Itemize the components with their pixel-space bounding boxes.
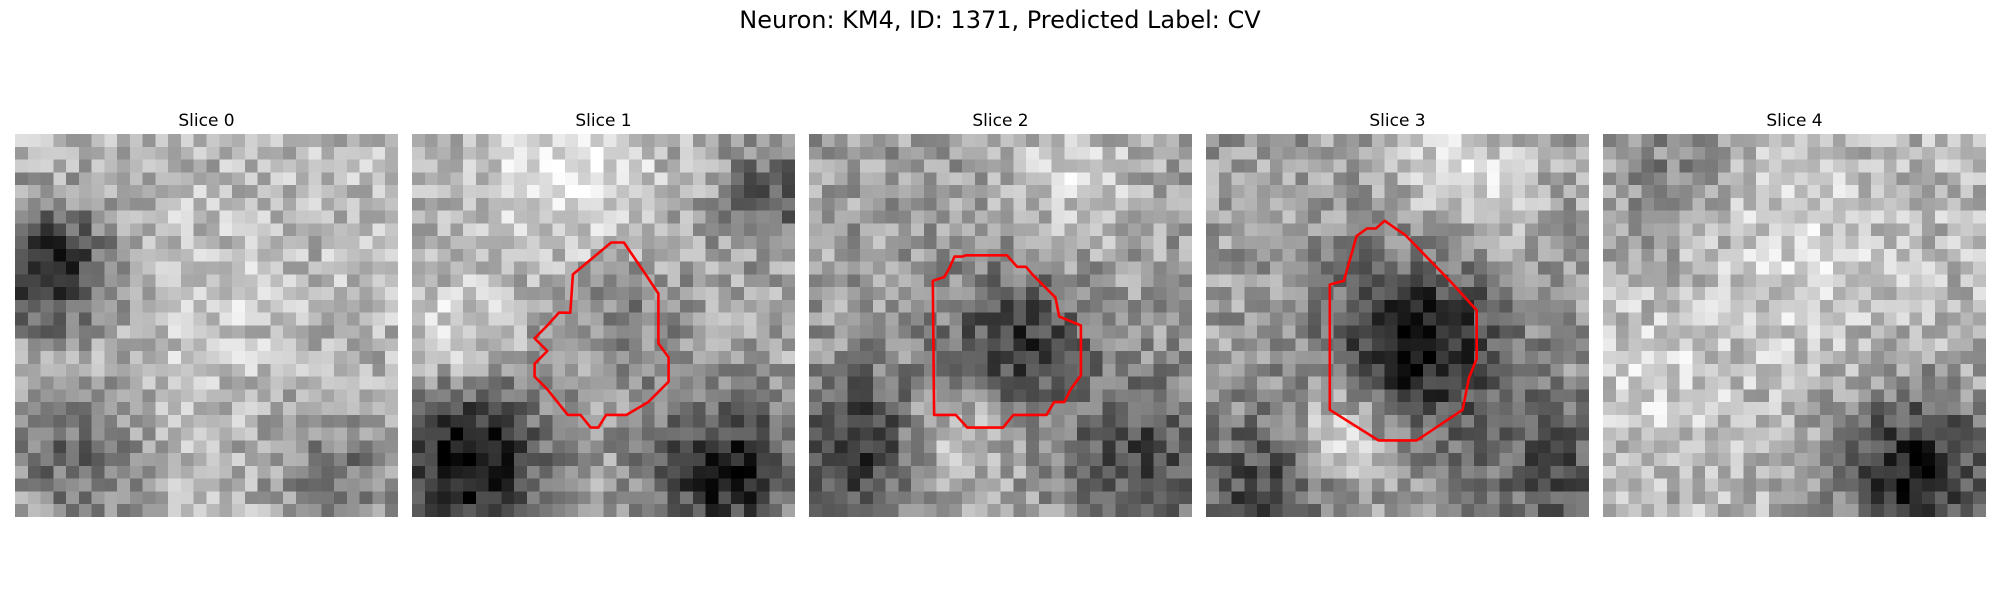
slice-panel-3: Slice 3 [1206,108,1589,517]
slice-panel-0: Slice 0 [15,108,398,517]
slice-title: Slice 3 [1369,111,1426,131]
slice-title: Slice 0 [178,111,235,131]
roi-outline [931,254,1083,429]
slice-title: Slice 4 [1766,111,1823,131]
roi-outline [533,241,670,429]
slice-panel-1: Slice 1 [412,108,795,517]
slice-image [1603,134,1986,517]
slice-panel-4: Slice 4 [1603,108,1986,517]
roi-outline [1328,219,1479,442]
slice-image [809,134,1192,517]
slice-panel-2: Slice 2 [809,108,1192,517]
figure-title: Neuron: KM4, ID: 1371, Predicted Label: … [739,6,1261,34]
slice-title: Slice 2 [972,111,1029,131]
slice-image [1206,134,1589,517]
slice-image [412,134,795,517]
slice-image [15,134,398,517]
slice-title: Slice 1 [575,111,632,131]
